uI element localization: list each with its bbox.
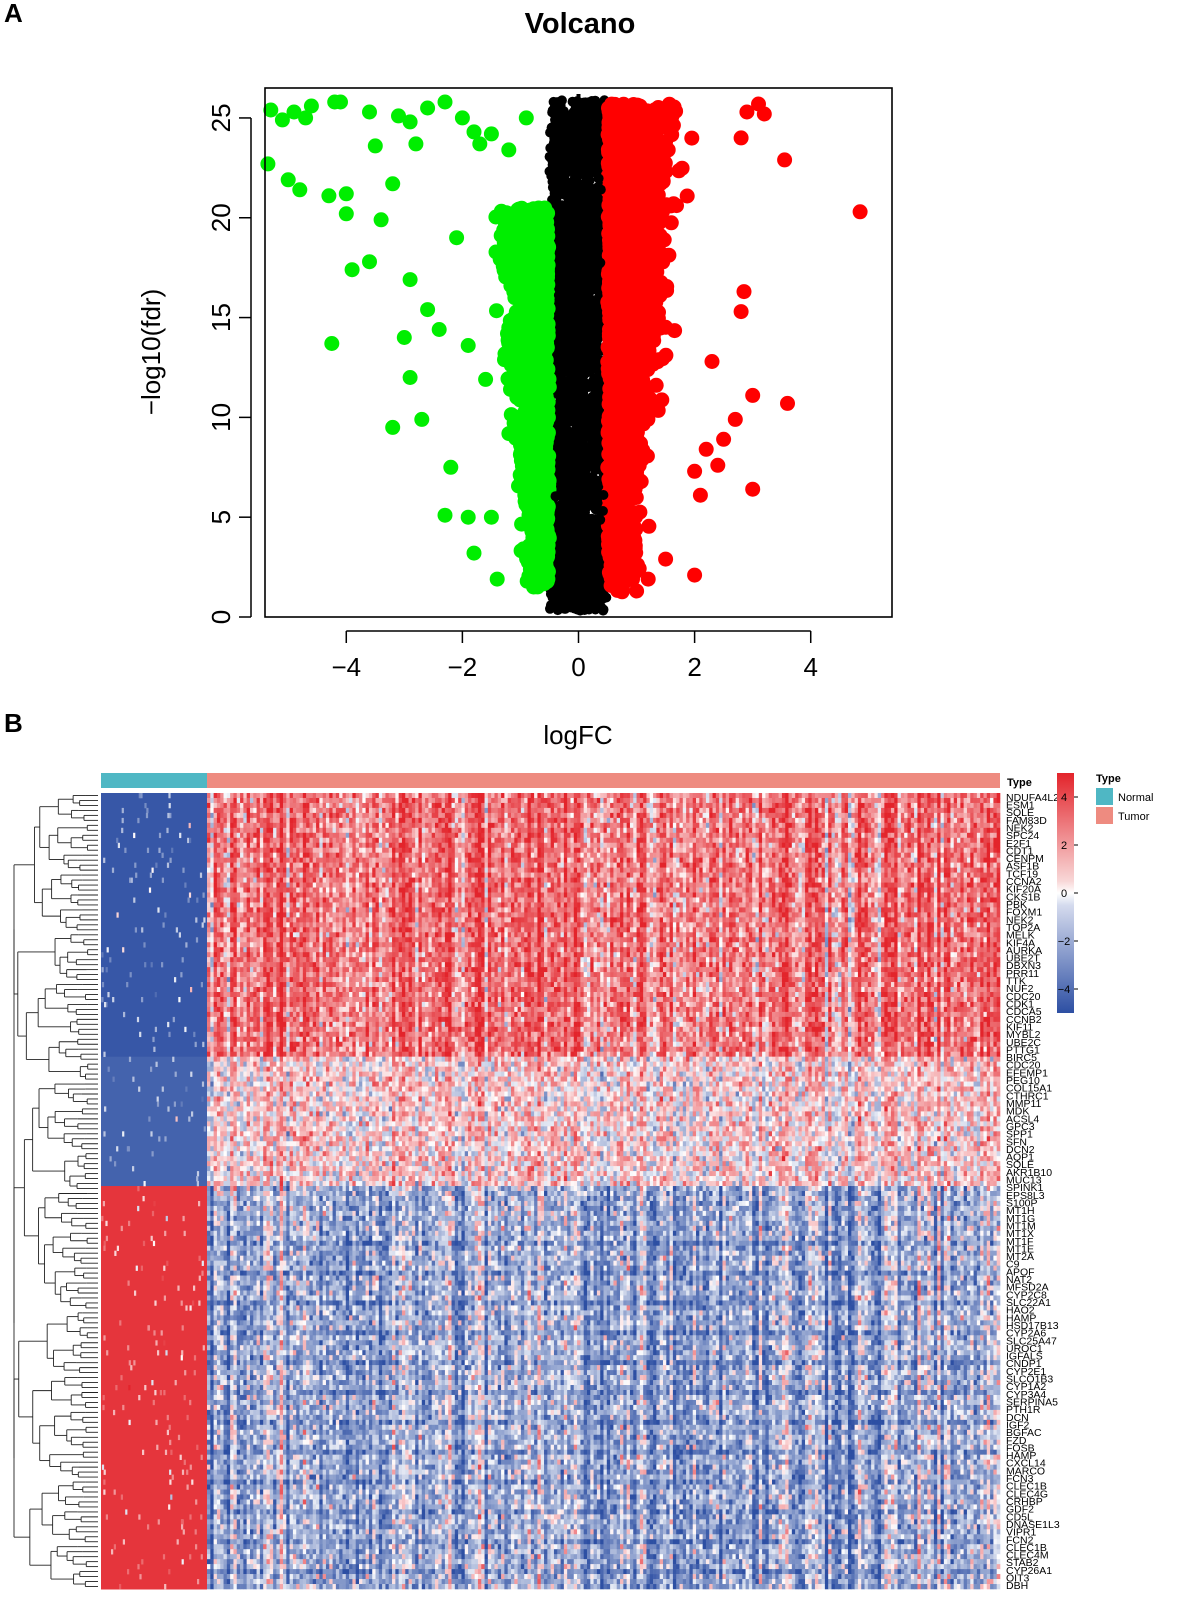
volcano-point-ns: [550, 158, 561, 169]
volcano-point-up: [650, 100, 666, 115]
volcano-point-up: [674, 160, 690, 176]
volcano-point-up: [626, 442, 642, 458]
volcano-point-up: [664, 127, 680, 143]
volcano-point-up: [632, 256, 648, 272]
volcano-point-up: [646, 333, 662, 348]
volcano-point-up: [640, 381, 656, 397]
volcano-point-ns: [567, 256, 578, 267]
volcano-point-ns: [590, 346, 601, 357]
volcano-point-up: [620, 569, 636, 585]
volcano-point-up: [611, 389, 627, 404]
volcano-point-up: [625, 381, 641, 397]
volcano-point-up: [606, 111, 622, 127]
volcano-point-up: [613, 582, 629, 598]
volcano-points: [260, 93, 868, 616]
volcano-point-up: [644, 295, 660, 311]
volcano-point-ns: [581, 516, 592, 527]
volcano-point-ns: [558, 247, 569, 258]
volcano-point-ns: [558, 172, 569, 183]
volcano-point-up: [621, 287, 637, 303]
volcano-point-up: [650, 354, 666, 370]
volcano-point-up: [624, 490, 640, 506]
volcano-point-up: [603, 536, 619, 552]
volcano-point-up: [615, 149, 631, 165]
volcano-point-ns: [580, 155, 591, 166]
volcano-point-ns: [565, 516, 576, 527]
volcano-point-ns: [590, 332, 601, 343]
volcano-point-ns: [567, 571, 578, 582]
volcano-point-ns: [585, 418, 596, 429]
volcano-point-ns: [588, 126, 599, 137]
volcano-point-ns: [588, 203, 599, 214]
volcano-point-up: [625, 518, 641, 534]
volcano-point-ns: [583, 527, 594, 538]
volcano-point-ns: [555, 106, 566, 117]
volcano-point-up: [611, 191, 627, 207]
volcano-point-up: [630, 106, 646, 122]
volcano-point-ns: [561, 217, 572, 228]
volcano-point-up: [602, 274, 617, 290]
volcano-point-up: [634, 164, 650, 180]
volcano-point-ns: [579, 352, 590, 362]
volcano-point-up: [659, 279, 675, 294]
volcano-point-up: [611, 124, 627, 140]
volcano-point-ns: [585, 195, 595, 205]
volcano-point-up: [627, 465, 643, 481]
volcano-point-ns: [589, 233, 600, 244]
volcano-point-ns: [579, 565, 590, 576]
volcano-point-ns: [561, 562, 572, 572]
volcano-point-up: [612, 367, 628, 383]
volcano-point-up: [641, 518, 657, 534]
volcano-point-up: [608, 215, 624, 231]
volcano-point-ns: [591, 303, 602, 314]
volcano-point-ns: [579, 297, 590, 307]
volcano-point-ns: [554, 586, 565, 597]
volcano-point-up: [646, 182, 662, 198]
volcano-point-ns: [559, 116, 570, 127]
volcano-point-ns: [558, 443, 569, 454]
volcano-point-ns: [549, 600, 560, 611]
volcano-point-up: [651, 163, 667, 179]
volcano-point-up: [616, 310, 632, 326]
volcano-point-ns: [572, 97, 582, 108]
volcano-point-ns: [588, 99, 599, 110]
panel-a-label: A: [4, 0, 23, 28]
volcano-title: Volcano: [525, 8, 636, 40]
volcano-point-ns: [591, 374, 602, 385]
volcano-point-up: [604, 551, 620, 567]
volcano-point-ns: [587, 452, 598, 463]
volcano-point-up: [636, 276, 652, 291]
volcano-point-up: [640, 199, 656, 215]
volcano-point-ns: [555, 521, 566, 532]
volcano-point-up: [646, 216, 662, 232]
volcano-point-ns: [590, 409, 601, 420]
volcano-point-ns: [565, 356, 576, 367]
volcano-point-up: [684, 130, 700, 146]
volcano-point-ns: [547, 127, 558, 138]
volcano-point-up: [663, 215, 679, 231]
volcano-point-up: [607, 431, 623, 447]
volcano-point-ns: [548, 176, 559, 187]
volcano-point-ns: [582, 544, 593, 555]
volcano-point-up: [606, 473, 622, 489]
volcano-point-up: [617, 406, 633, 422]
volcano-point-up: [616, 97, 632, 113]
volcano-point-up: [634, 242, 650, 258]
volcano-point-ns: [563, 470, 574, 481]
volcano-point-ns: [580, 184, 591, 195]
volcano-point-ns: [588, 473, 599, 484]
volcano-point-ns: [589, 596, 600, 607]
volcano-point-up: [666, 99, 682, 115]
volcano-point-ns: [560, 327, 571, 338]
volcano-point-ns: [556, 545, 567, 556]
volcano-point-ns: [587, 138, 598, 148]
